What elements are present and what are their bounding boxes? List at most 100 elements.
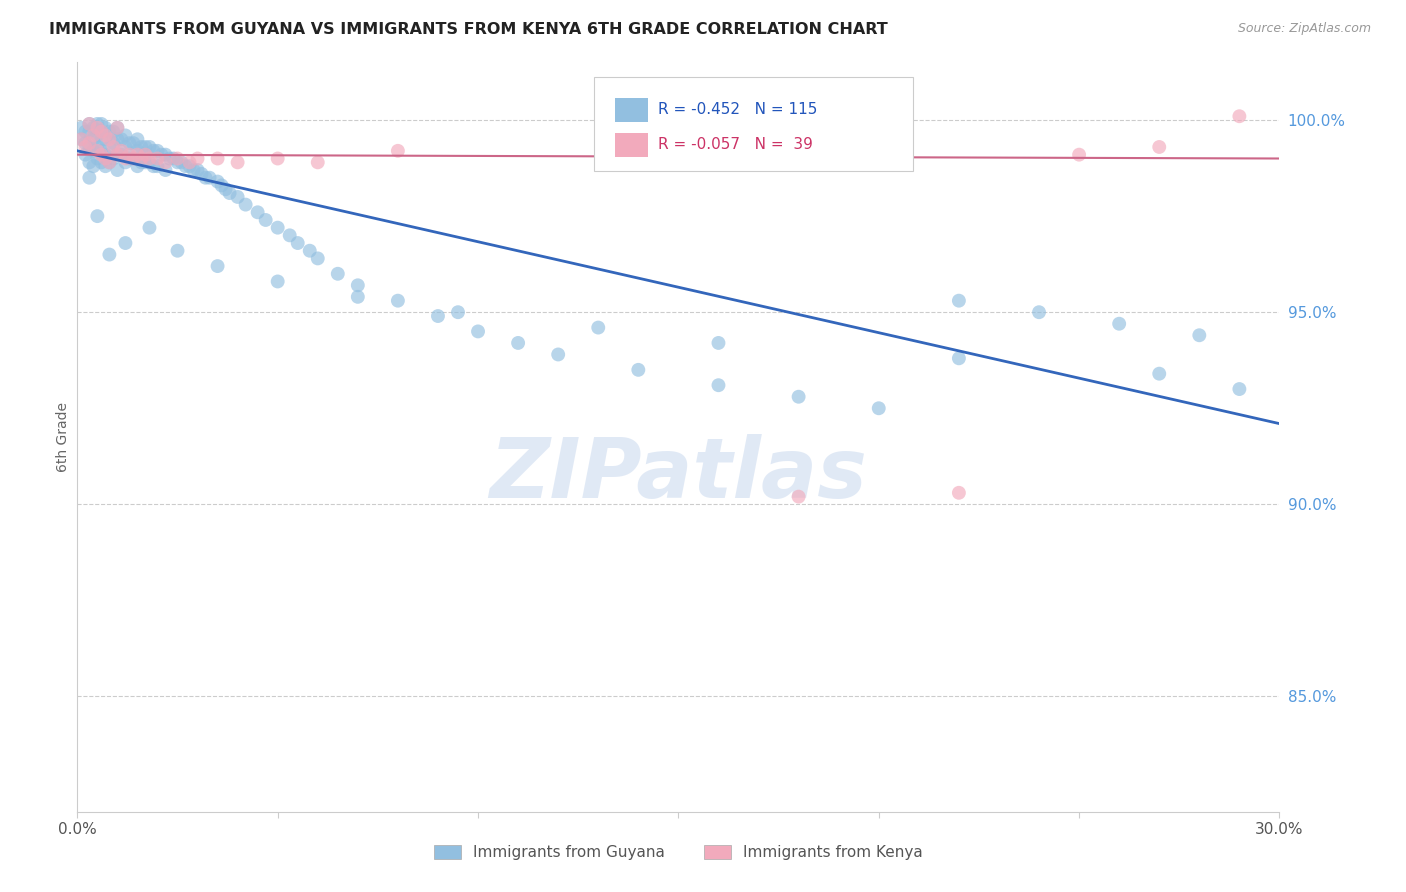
Point [387, 293, 409, 308]
Point [86, 120, 108, 135]
Point [122, 152, 145, 166]
Point [948, 293, 970, 308]
Point [235, 197, 257, 211]
Point [103, 136, 125, 150]
Point [1108, 317, 1130, 331]
Point [127, 144, 149, 158]
FancyBboxPatch shape [614, 133, 648, 157]
Point [267, 275, 290, 289]
Point [110, 147, 132, 161]
Point [103, 140, 125, 154]
Point [146, 144, 169, 158]
Point [254, 213, 277, 227]
Point [110, 132, 132, 146]
Point [107, 120, 129, 135]
Point [82, 159, 104, 173]
Point [75, 136, 97, 150]
Point [131, 140, 153, 154]
Point [1149, 140, 1171, 154]
Point [347, 290, 370, 304]
Point [127, 147, 149, 161]
Point [94, 159, 117, 173]
Point [948, 351, 970, 366]
Point [79, 125, 101, 139]
Point [114, 155, 136, 169]
Point [868, 401, 890, 416]
Point [75, 147, 97, 161]
Point [127, 132, 149, 146]
Point [90, 144, 112, 158]
Point [207, 259, 229, 273]
Point [194, 170, 217, 185]
Point [1149, 367, 1171, 381]
Point [226, 190, 249, 204]
Point [118, 147, 141, 161]
Point [131, 152, 153, 166]
Point [86, 140, 108, 154]
Point [307, 155, 329, 169]
Point [211, 178, 233, 193]
Point [1188, 328, 1211, 343]
Point [90, 125, 112, 139]
Point [75, 140, 97, 154]
Point [1028, 305, 1050, 319]
Point [75, 125, 97, 139]
Point [98, 140, 121, 154]
Point [179, 155, 201, 169]
Point [155, 155, 177, 169]
Point [138, 140, 160, 154]
Text: IMMIGRANTS FROM GUYANA VS IMMIGRANTS FROM KENYA 6TH GRADE CORRELATION CHART: IMMIGRANTS FROM GUYANA VS IMMIGRANTS FRO… [49, 22, 889, 37]
Point [218, 186, 240, 200]
Point [347, 278, 370, 293]
Point [131, 155, 153, 169]
Point [79, 136, 101, 150]
Point [170, 155, 193, 169]
Point [118, 152, 141, 166]
Point [1229, 382, 1251, 396]
Point [90, 132, 112, 146]
Point [287, 235, 309, 250]
Point [79, 117, 101, 131]
Point [94, 128, 117, 143]
Point [90, 155, 112, 169]
Point [179, 159, 201, 173]
Point [246, 205, 269, 219]
Point [107, 120, 129, 135]
Text: ZIPatlas: ZIPatlas [489, 434, 868, 515]
Point [226, 155, 249, 169]
Point [155, 147, 177, 161]
Point [134, 140, 156, 154]
Point [138, 152, 160, 166]
Text: R = -0.057   N =  39: R = -0.057 N = 39 [658, 137, 813, 153]
Point [98, 155, 121, 169]
Point [588, 320, 610, 334]
Point [79, 140, 101, 154]
Point [159, 152, 181, 166]
Point [86, 144, 108, 158]
Point [186, 152, 209, 166]
Point [166, 155, 188, 169]
Point [707, 335, 730, 350]
Point [98, 247, 121, 261]
Point [118, 136, 141, 150]
Point [190, 167, 212, 181]
Point [122, 136, 145, 150]
Point [114, 152, 136, 166]
Point [82, 132, 104, 146]
Point [70, 120, 93, 135]
Point [86, 209, 108, 223]
Point [948, 485, 970, 500]
Point [207, 152, 229, 166]
Legend: Immigrants from Guyana, Immigrants from Kenya: Immigrants from Guyana, Immigrants from … [434, 846, 922, 860]
Point [138, 155, 160, 169]
Point [127, 159, 149, 173]
Point [146, 152, 169, 166]
Point [142, 144, 165, 158]
Point [150, 147, 173, 161]
Point [166, 244, 188, 258]
Point [707, 378, 730, 392]
Point [267, 220, 290, 235]
Point [114, 140, 136, 154]
FancyBboxPatch shape [595, 78, 912, 171]
Point [1229, 109, 1251, 123]
